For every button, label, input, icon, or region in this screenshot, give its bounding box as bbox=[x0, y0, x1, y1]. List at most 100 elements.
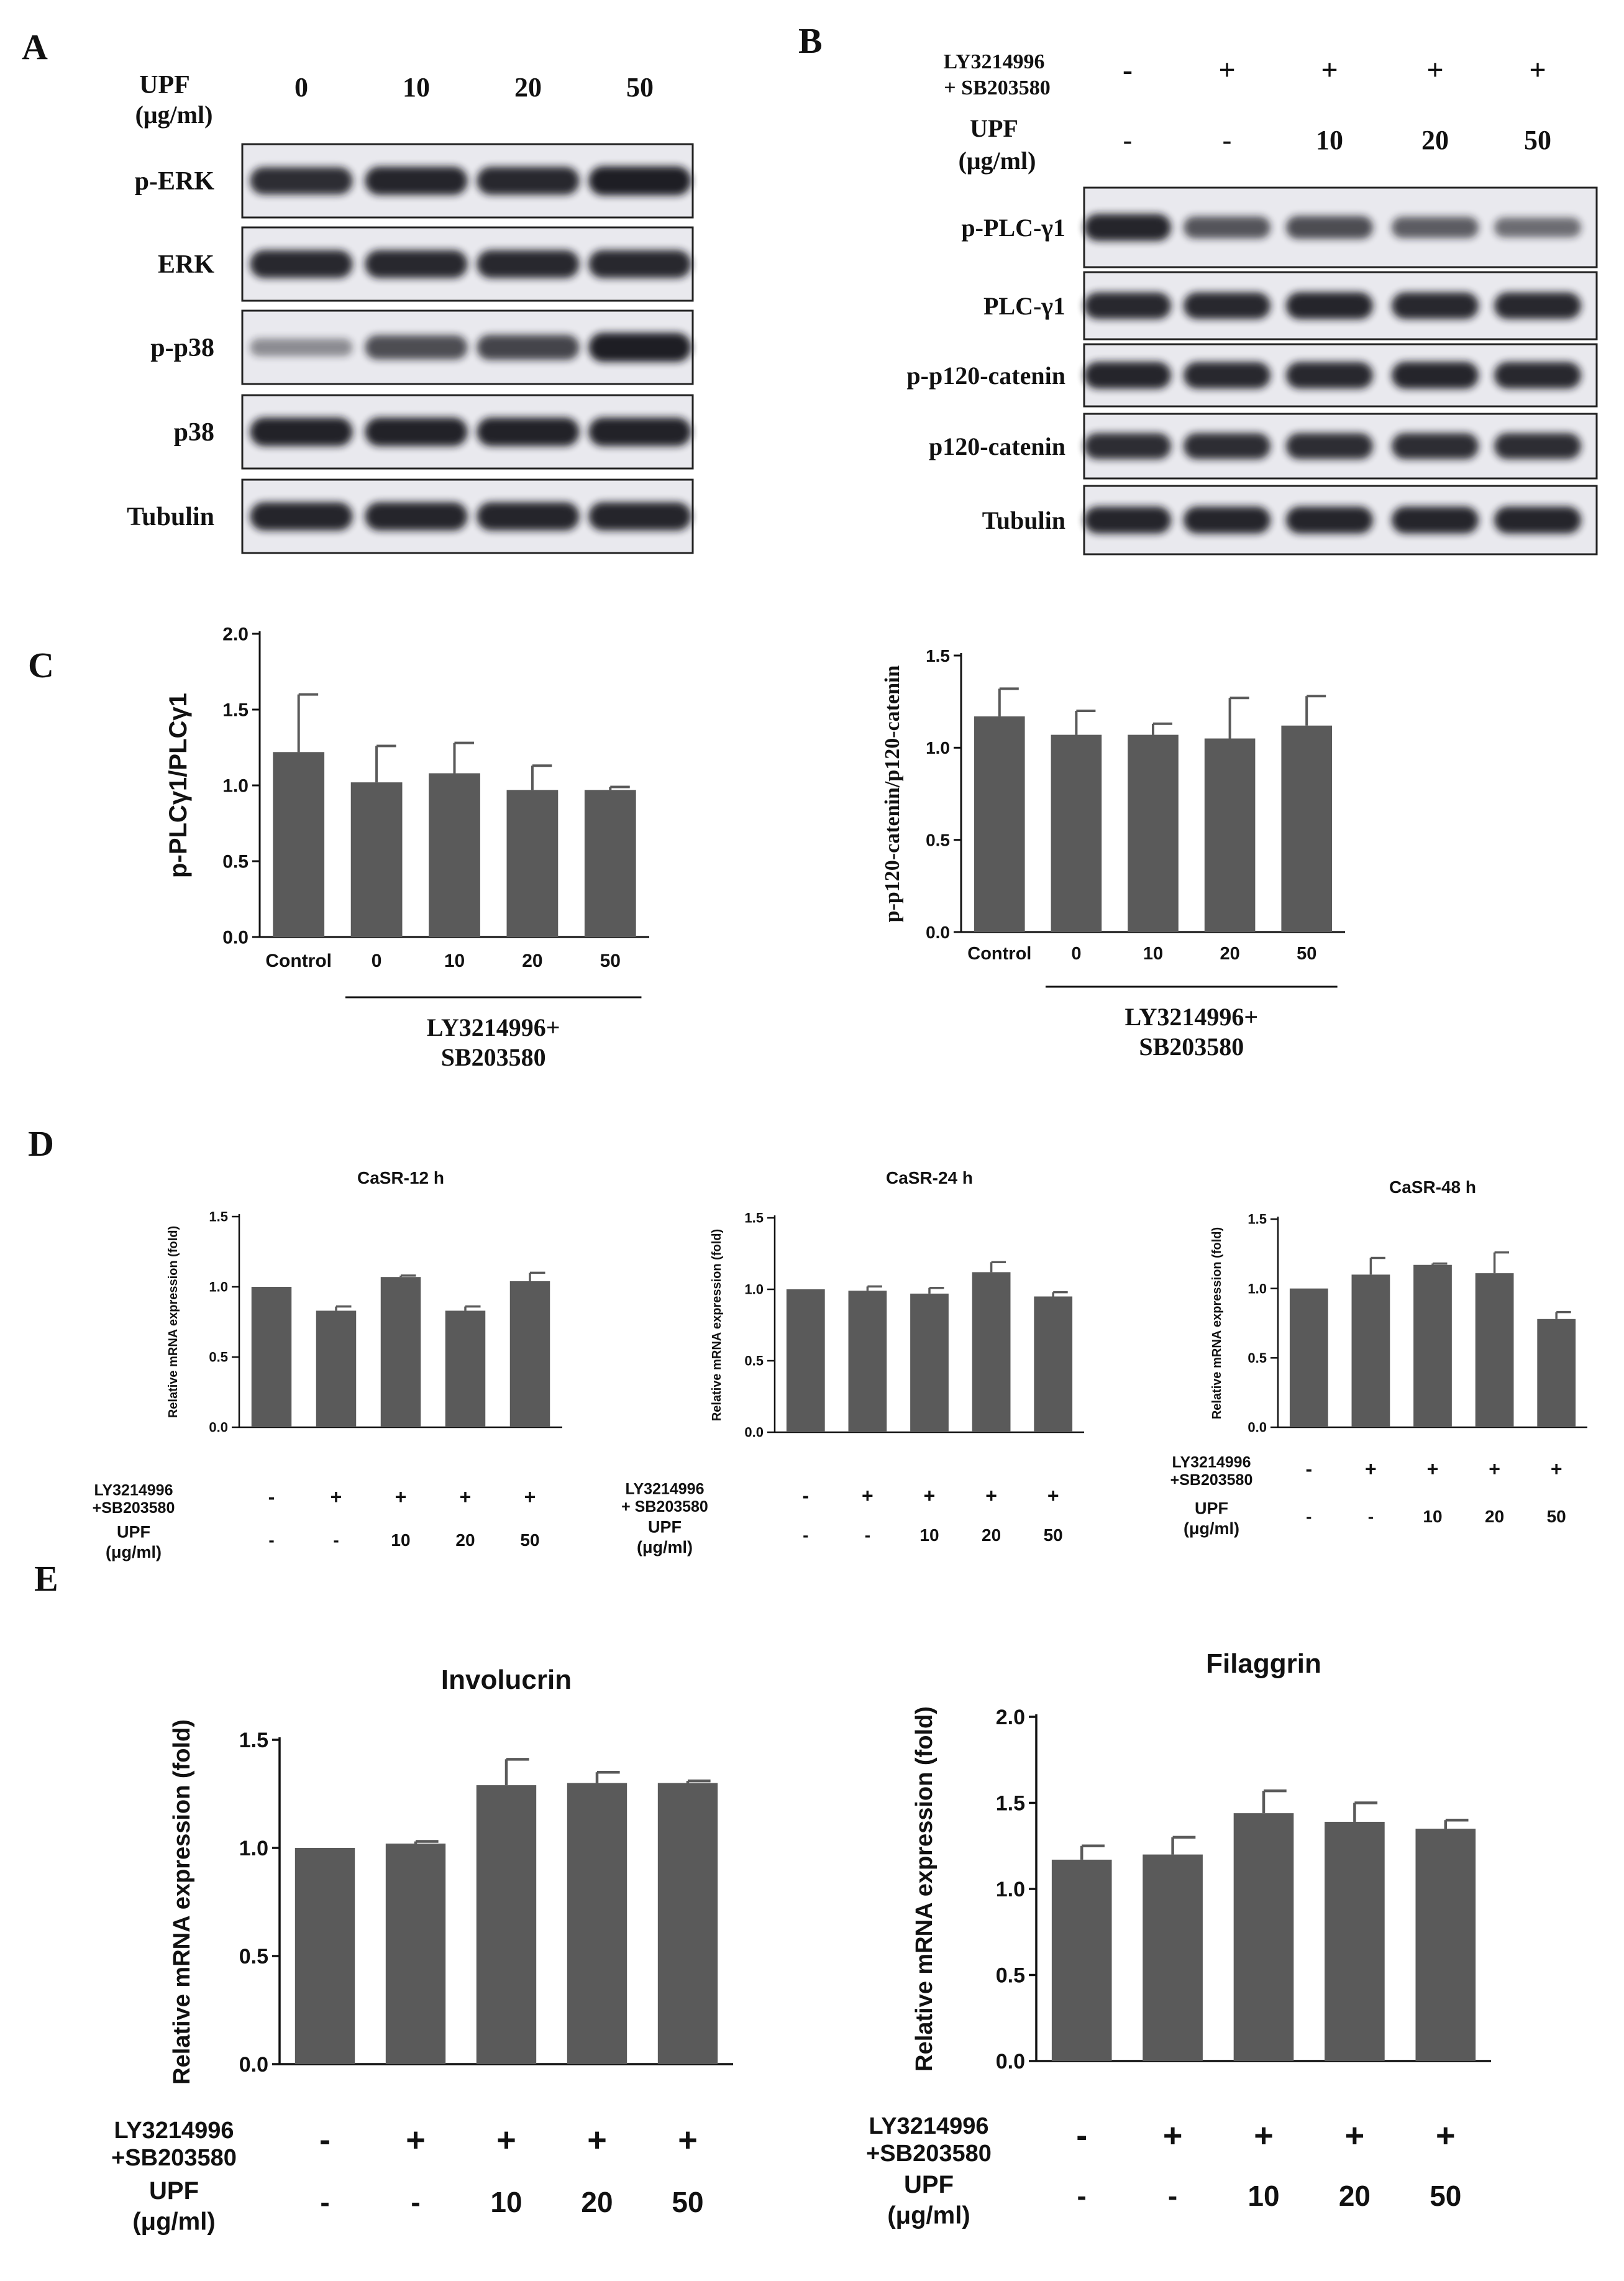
blot-b-band bbox=[1286, 216, 1373, 239]
y-tick-label: 1.5 bbox=[209, 1209, 228, 1225]
upf-value: 20 bbox=[1339, 2180, 1371, 2212]
blot-b-upf-label: UPF bbox=[970, 114, 1018, 142]
upf-value: 10 bbox=[1423, 1507, 1442, 1526]
blot-b-band bbox=[1184, 362, 1270, 389]
blot-b-band bbox=[1286, 292, 1373, 319]
y-tick-label: 0.5 bbox=[1248, 1350, 1267, 1366]
blot-a-lane-label: 0 bbox=[294, 72, 308, 103]
bar bbox=[316, 1310, 357, 1427]
y-tick-label: 1.0 bbox=[222, 776, 249, 797]
panel-letter-c: C bbox=[28, 645, 54, 685]
blot-b-row-label: p-PLC-γ1 bbox=[961, 214, 1065, 242]
upf-label: UPF bbox=[149, 2177, 199, 2205]
upf-value: - bbox=[1077, 2180, 1087, 2212]
bar bbox=[385, 1844, 446, 2064]
blot-b-band bbox=[1392, 362, 1479, 389]
blot-a-band bbox=[588, 250, 691, 278]
y-tick-label: 1.0 bbox=[926, 738, 950, 757]
upf-value: - bbox=[268, 1530, 274, 1550]
blot-b-band bbox=[1084, 506, 1171, 534]
upf-value: - bbox=[865, 1525, 870, 1545]
blot-b-treat-value: - bbox=[1123, 53, 1133, 86]
upf-value: - bbox=[803, 1525, 808, 1545]
bar bbox=[1204, 738, 1256, 932]
blot-a-lane-label: 20 bbox=[514, 72, 542, 103]
blot-b-band bbox=[1084, 214, 1171, 241]
blot-b-row-label: Tubulin bbox=[982, 506, 1065, 534]
blot-b-band bbox=[1392, 292, 1479, 319]
blot-b-upf-value: 50 bbox=[1524, 125, 1551, 155]
x-tick-label: 20 bbox=[522, 951, 542, 971]
bar bbox=[429, 773, 480, 937]
bar bbox=[1415, 1829, 1476, 2061]
group-label: LY3214996+ bbox=[427, 1013, 560, 1041]
x-tick-label: Control bbox=[967, 944, 1031, 964]
treatment-sign: + bbox=[985, 1484, 997, 1507]
blot-a-band bbox=[588, 166, 691, 196]
y-tick-label: 0.5 bbox=[996, 1963, 1025, 1987]
treatment-sign: + bbox=[678, 2121, 698, 2159]
blot-b-band bbox=[1184, 216, 1270, 239]
blot-b-band bbox=[1392, 432, 1479, 460]
bar bbox=[1128, 734, 1179, 932]
blot-a-upf-label: UPF bbox=[139, 71, 190, 99]
blot-a-upf-unit: (μg/ml) bbox=[135, 101, 213, 129]
bar bbox=[1281, 725, 1332, 932]
treatment-label: LY3214996 bbox=[114, 2118, 234, 2144]
upf-value: - bbox=[333, 1530, 339, 1550]
bar bbox=[1143, 1854, 1203, 2061]
bar bbox=[1051, 734, 1102, 932]
upf-label: UPF bbox=[117, 1522, 150, 1541]
blot-b-band bbox=[1184, 292, 1270, 319]
y-tick-label: 0.5 bbox=[209, 1350, 228, 1365]
bar bbox=[294, 1848, 355, 2064]
blot-b-band bbox=[1184, 506, 1270, 534]
upf-unit: (μg/ml) bbox=[132, 2208, 215, 2236]
x-tick-label: 10 bbox=[444, 951, 465, 971]
upf-unit: (μg/ml) bbox=[106, 1543, 162, 1561]
bar bbox=[1289, 1288, 1328, 1427]
upf-value: 10 bbox=[1248, 2180, 1279, 2212]
upf-value: 10 bbox=[391, 1530, 410, 1550]
treatment-sign: + bbox=[1489, 1458, 1500, 1480]
y-tick-label: 0.0 bbox=[926, 923, 950, 942]
y-tick-label: 0.0 bbox=[996, 2050, 1025, 2073]
y-tick-label: 1.5 bbox=[996, 1791, 1025, 1815]
blot-b-band bbox=[1084, 362, 1171, 389]
y-tick-label: 1.5 bbox=[239, 1729, 268, 1752]
y-tick-label: 1.5 bbox=[744, 1210, 764, 1226]
blot-a-band bbox=[365, 502, 468, 531]
blot-b-treat-value: + bbox=[1321, 53, 1338, 86]
blot-a-band bbox=[250, 418, 353, 446]
treatment-sign: - bbox=[1076, 2117, 1087, 2154]
upf-value: 20 bbox=[1485, 1507, 1504, 1526]
treatment-sign: + bbox=[496, 2121, 516, 2159]
treatment-sign: + bbox=[406, 2121, 426, 2159]
upf-value: 10 bbox=[490, 2186, 522, 2218]
chart-title: CaSR-24 h bbox=[886, 1168, 973, 1187]
blot-a-band bbox=[477, 418, 580, 446]
treatment-sign: + bbox=[1345, 2117, 1365, 2154]
treatment-label: LY3214996 bbox=[869, 2113, 988, 2139]
upf-label: UPF bbox=[904, 2171, 954, 2198]
y-axis-label: Relative mRNA expression (fold) bbox=[169, 1719, 195, 2085]
bar bbox=[584, 790, 636, 937]
treatment-sign: - bbox=[802, 1484, 809, 1507]
y-axis-label: p-p120-catenin/p120-catenin bbox=[881, 665, 904, 923]
blot-a-band bbox=[588, 332, 691, 362]
upf-label: UPF bbox=[1195, 1499, 1228, 1517]
blot-a-band bbox=[365, 250, 468, 278]
y-axis-label: Relative mRNA expression (fold) bbox=[911, 1706, 937, 2072]
chart-title: Involucrin bbox=[441, 1665, 572, 1695]
x-tick-label: 0 bbox=[1071, 944, 1081, 964]
y-tick-label: 0.0 bbox=[1248, 1420, 1267, 1435]
upf-value: 20 bbox=[455, 1530, 475, 1550]
treatment-label: +SB203580 bbox=[1170, 1471, 1253, 1489]
bar bbox=[786, 1289, 825, 1432]
bar bbox=[848, 1291, 887, 1432]
x-tick-label: 20 bbox=[1220, 944, 1239, 964]
blot-b-upf-value: 20 bbox=[1421, 125, 1449, 155]
blot-b-band bbox=[1392, 506, 1479, 534]
chart-title: Filaggrin bbox=[1206, 1648, 1321, 1679]
blot-b-upf-value: - bbox=[1123, 125, 1133, 155]
